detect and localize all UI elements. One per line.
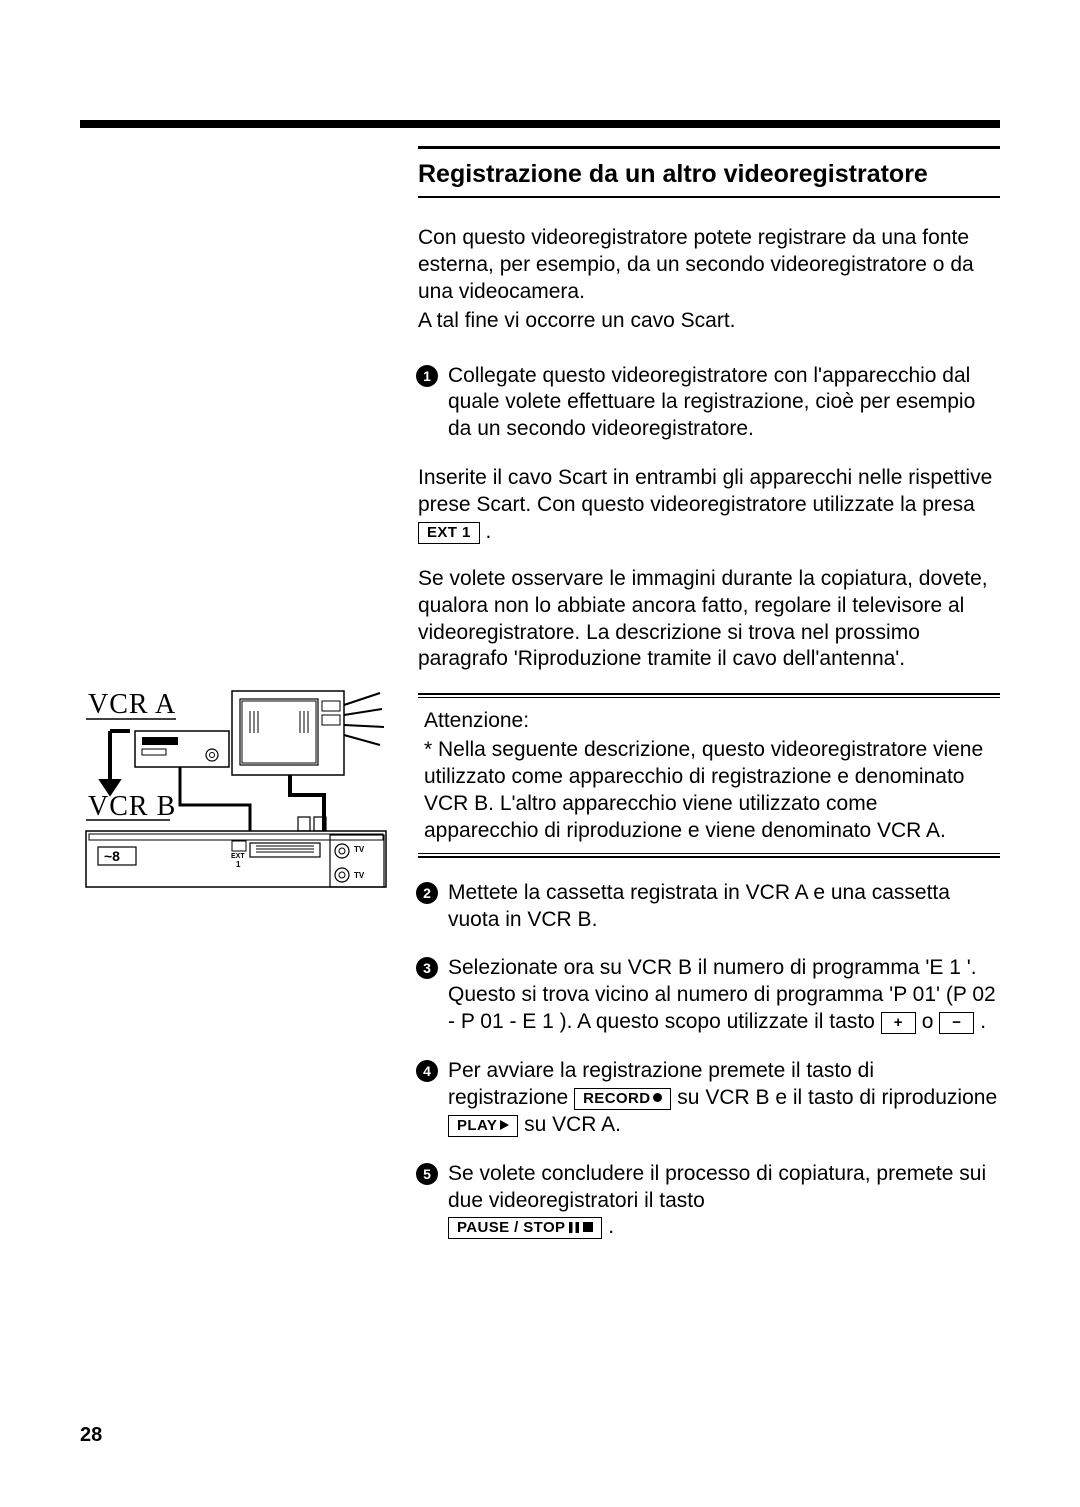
key-record: RECORD bbox=[574, 1088, 671, 1110]
mid-p1a: Inserite il cavo Scart in entrambi gli a… bbox=[418, 466, 992, 516]
intro-p2: A tal fine vi occorre un cavo Scart. bbox=[418, 308, 1000, 335]
title-rule-bottom bbox=[418, 196, 1000, 198]
notebox-bottom-rule bbox=[418, 853, 1000, 858]
diagram-tv-label-1: TV bbox=[354, 845, 364, 854]
top-thick-rule bbox=[80, 120, 1000, 128]
play-triangle-icon bbox=[500, 1120, 509, 1130]
step-4c: su VCR A. bbox=[518, 1113, 621, 1136]
mid-p1b: . bbox=[480, 520, 492, 543]
record-dot-icon bbox=[653, 1093, 662, 1102]
page-title: Registrazione da un altro videoregistrat… bbox=[418, 160, 1000, 189]
body-column: Con questo videoregistratore potete regi… bbox=[418, 225, 1000, 1263]
key-plus: + bbox=[881, 1012, 916, 1034]
step-5: 5 Se volete concludere il processo di co… bbox=[418, 1161, 1000, 1242]
step-3: 3 Selezionate ora su VCR B il numero di … bbox=[418, 955, 1000, 1036]
diagram-tv-label-2: TV bbox=[354, 871, 364, 880]
key-minus-label: − bbox=[952, 1014, 961, 1031]
step-1: 1 Collegate questo videoregistratore con… bbox=[418, 363, 1000, 444]
attention-title: Attenzione: bbox=[424, 708, 994, 735]
key-play: PLAY bbox=[448, 1115, 518, 1137]
page-number: 28 bbox=[80, 1424, 102, 1447]
attention-box: Attenzione: * Nella seguente descrizione… bbox=[418, 704, 1000, 846]
notebox-top-rule bbox=[418, 693, 1000, 698]
step-3b: o bbox=[916, 1010, 939, 1033]
step-4: 4 Per avviare la registrazione premete i… bbox=[418, 1058, 1000, 1139]
mid-p2: Se volete osservare le immagini durante … bbox=[418, 566, 1000, 674]
step-bullet-5: 5 bbox=[416, 1163, 438, 1185]
title-rule-top bbox=[418, 146, 1000, 149]
connection-diagram: VCR A VCR B ~8 EXT 1 TV TV bbox=[80, 685, 390, 915]
step-2-text: Mettete la cassetta registrata in VCR A … bbox=[448, 881, 950, 931]
step-bullet-4: 4 bbox=[416, 1060, 438, 1082]
step-2: 2 Mettete la cassetta registrata in VCR … bbox=[418, 880, 1000, 934]
step-3c: . bbox=[974, 1010, 986, 1033]
step-bullet-2: 2 bbox=[416, 882, 438, 904]
attention-body: * Nella seguente descrizione, questo vid… bbox=[424, 737, 994, 845]
mid-p1: Inserite il cavo Scart in entrambi gli a… bbox=[418, 465, 1000, 546]
diagram-label-vcr-b: VCR B bbox=[88, 791, 176, 823]
step-4b: su VCR B e il tasto di riproduzione bbox=[671, 1086, 997, 1109]
diagram-ext-num: 1 bbox=[236, 860, 240, 869]
key-pause-stop: PAUSE / STOP bbox=[448, 1217, 602, 1239]
step-bullet-1: 1 bbox=[416, 365, 438, 387]
key-minus: − bbox=[939, 1012, 974, 1034]
key-pausestop-label: PAUSE / STOP bbox=[457, 1219, 565, 1236]
key-ext1: EXT 1 bbox=[418, 522, 480, 544]
stop-icon bbox=[583, 1222, 593, 1232]
step-bullet-3: 3 bbox=[416, 957, 438, 979]
key-play-label: PLAY bbox=[457, 1117, 497, 1134]
pause-icon bbox=[569, 1222, 579, 1233]
diagram-display-text: ~8 bbox=[104, 848, 120, 864]
diagram-ext-label: EXT bbox=[231, 853, 245, 860]
key-record-label: RECORD bbox=[583, 1090, 650, 1107]
diagram-label-vcr-a: VCR A bbox=[88, 689, 176, 721]
step-1-text: Collegate questo videoregistratore con l… bbox=[448, 364, 975, 441]
intro-p1: Con questo videoregistratore potete regi… bbox=[418, 225, 1000, 306]
step-5a: Se volete concludere il processo di copi… bbox=[448, 1162, 986, 1212]
key-plus-label: + bbox=[894, 1014, 903, 1031]
key-ext1-label: EXT 1 bbox=[427, 524, 471, 541]
step-5b: . bbox=[602, 1215, 614, 1238]
